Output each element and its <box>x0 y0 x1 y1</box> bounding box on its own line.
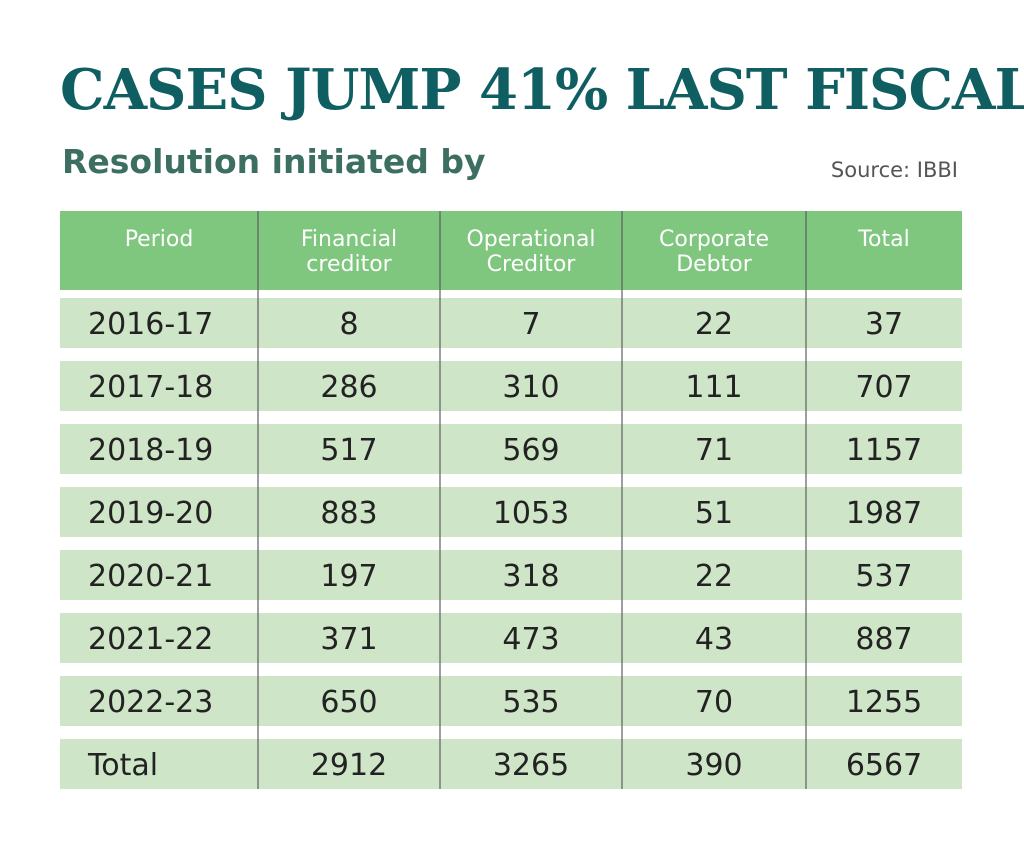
table-cell: 22 <box>695 559 733 594</box>
table-cell: 1157 <box>846 433 922 468</box>
table-cell: 3265 <box>493 748 569 783</box>
column-header-3: Corporate <box>659 227 769 252</box>
column-header-1: Financial <box>301 227 397 252</box>
table-cell: 883 <box>320 496 377 531</box>
column-header-3: Debtor <box>676 252 753 277</box>
table-cell: 37 <box>865 307 903 342</box>
column-header-2: Creditor <box>487 252 577 277</box>
table-cell: 51 <box>695 496 733 531</box>
column-header-1: creditor <box>306 252 392 277</box>
table-cell: 310 <box>502 370 559 405</box>
column-header-2: Operational <box>466 227 595 252</box>
table-cell: 43 <box>695 622 733 657</box>
table-row <box>60 676 962 726</box>
table-row <box>60 424 962 474</box>
chart-subtitle: Resolution initiated by <box>62 142 486 181</box>
row-label: 2016-17 <box>88 307 213 342</box>
table-cell: 569 <box>502 433 559 468</box>
table-cell: 1987 <box>846 496 922 531</box>
table-cell: 650 <box>320 685 377 720</box>
table-cell: 473 <box>502 622 559 657</box>
row-label: Total <box>87 748 158 783</box>
row-label: 2018-19 <box>88 433 213 468</box>
chart-title: CASES JUMP 41% LAST FISCAL <box>60 57 1024 123</box>
table-cell: 8 <box>339 307 358 342</box>
table-cell: 537 <box>855 559 912 594</box>
table-cell: 2912 <box>311 748 387 783</box>
table-cell: 71 <box>695 433 733 468</box>
row-label: 2019-20 <box>88 496 213 531</box>
table-row <box>60 550 962 600</box>
table-cell: 286 <box>320 370 377 405</box>
table-row <box>60 298 962 348</box>
table-cell: 707 <box>855 370 912 405</box>
table-cell: 197 <box>320 559 377 594</box>
table-cell: 22 <box>695 307 733 342</box>
table-row <box>60 487 962 537</box>
table-cell: 70 <box>695 685 733 720</box>
table-cell: 517 <box>320 433 377 468</box>
table-cell: 318 <box>502 559 559 594</box>
table-row <box>60 361 962 411</box>
source-note: Source: IBBI <box>830 158 958 182</box>
column-header-4: Total <box>857 227 909 252</box>
table-cell: 371 <box>320 622 377 657</box>
table-cell: 1255 <box>846 685 922 720</box>
row-label: 2022-23 <box>88 685 213 720</box>
table-cell: 390 <box>685 748 742 783</box>
table-cell: 1053 <box>493 496 569 531</box>
column-header-0: Period <box>125 227 194 252</box>
table-cell: 111 <box>685 370 742 405</box>
table-cell: 887 <box>855 622 912 657</box>
row-label: 2021-22 <box>88 622 213 657</box>
row-label: 2020-21 <box>88 559 213 594</box>
row-label: 2017-18 <box>88 370 213 405</box>
table-cell: 7 <box>521 307 540 342</box>
table-cell: 535 <box>502 685 559 720</box>
table-cell: 6567 <box>846 748 922 783</box>
table-row <box>60 613 962 663</box>
total-row <box>60 739 962 789</box>
header-row <box>60 211 962 290</box>
